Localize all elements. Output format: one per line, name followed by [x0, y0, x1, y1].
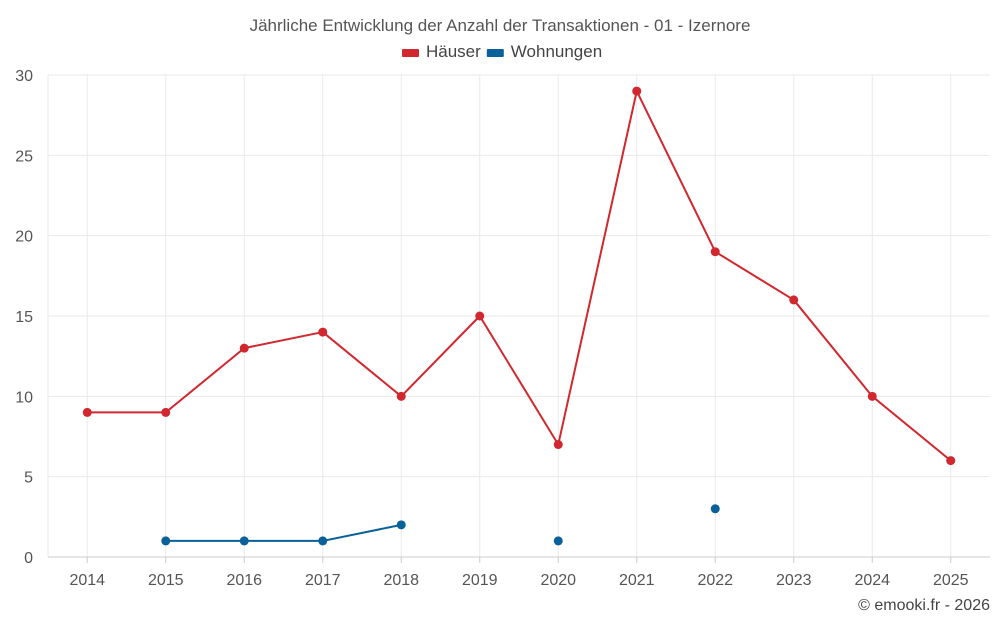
y-tick-label: 10	[15, 389, 33, 406]
x-axis-ticks: 2014 2015 2016 2017 2018 2019 2020 2021 2022 2023…	[69, 572, 968, 589]
x-tick-label: 2018	[383, 572, 419, 589]
data-point-0	[632, 86, 642, 96]
data-point-0	[946, 456, 956, 466]
data-point-1	[318, 536, 328, 546]
data-point-0	[867, 391, 877, 401]
legend-swatch-0	[402, 49, 419, 57]
data-point-0	[710, 247, 720, 257]
legend-label-1: Wohnungen	[511, 42, 602, 61]
data-point-0	[396, 391, 406, 401]
x-tick-label: 2016	[226, 572, 262, 589]
data-point-0	[82, 407, 92, 417]
data-point-1	[161, 536, 171, 546]
data-point-0	[789, 295, 799, 305]
data-point-1	[553, 536, 563, 546]
series-line-1	[165, 523, 402, 542]
legend-label-0: Häuser	[426, 42, 481, 61]
data-point-1	[710, 504, 720, 514]
x-tick-label: 2020	[540, 572, 576, 589]
gridlines	[47, 74, 990, 563]
x-tick-label: 2017	[305, 572, 341, 589]
y-tick-label: 15	[15, 309, 33, 326]
x-tick-label: 2015	[148, 572, 184, 589]
data-point-0	[475, 311, 485, 321]
data-point-0	[553, 440, 563, 450]
y-tick-label: 20	[15, 229, 33, 246]
y-tick-label: 30	[15, 68, 33, 85]
data-point-0	[239, 343, 249, 353]
data-point-1	[396, 520, 406, 530]
data-point-0	[318, 327, 328, 337]
chart-title: Jährliche Entwicklung der Anzahl der Tra…	[250, 16, 751, 35]
y-axis-ticks: 0 5 10 15 20 25 30	[15, 68, 33, 567]
credit-text: © emooki.fr - 2026	[858, 597, 990, 614]
y-tick-label: 0	[24, 550, 33, 567]
x-tick-label: 2023	[776, 572, 812, 589]
x-tick-label: 2025	[933, 572, 969, 589]
x-tick-label: 2021	[619, 572, 655, 589]
legend-swatch-1	[486, 49, 504, 57]
x-tick-label: 2024	[854, 572, 890, 589]
legend: Häuser Wohnungen	[402, 42, 602, 61]
x-tick-label: 2019	[462, 572, 498, 589]
series-layer	[82, 86, 956, 546]
x-tick-label: 2022	[697, 572, 733, 589]
data-point-0	[161, 407, 171, 417]
series-line-0	[87, 90, 952, 462]
y-tick-label: 5	[24, 470, 33, 487]
y-tick-label: 25	[15, 148, 33, 165]
data-point-1	[239, 536, 249, 546]
x-tick-label: 2014	[69, 572, 105, 589]
